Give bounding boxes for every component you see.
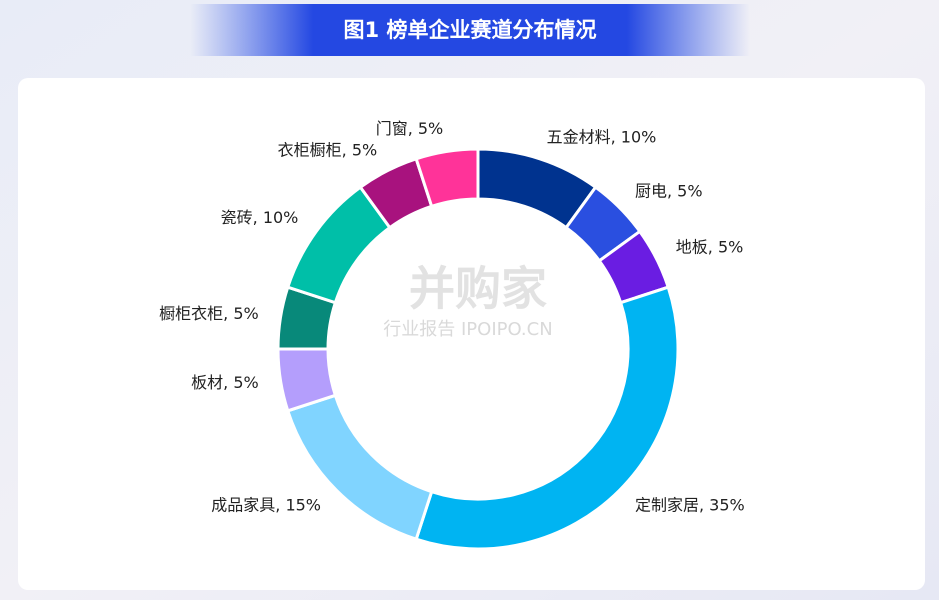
chart-title: 图1 榜单企业赛道分布情况 [344,18,597,42]
card [18,78,925,590]
data-label: 衣柜橱柜, 5% [278,141,378,160]
data-label: 成品家具, 15% [211,495,321,514]
data-label: 地板, 5% [676,238,744,257]
data-label: 板材, 5% [191,373,259,392]
data-label: 橱柜衣柜, 5% [159,304,259,323]
data-label: 门窗, 5% [376,119,444,138]
data-label: 瓷砖, 10% [221,208,299,227]
data-label: 厨电, 5% [635,182,703,201]
watermark-tagline: 行业报告 IPOIPO.CN [383,319,552,340]
plot: 五金材料, 10% 厨电, 5% 地板, 5% 定制家居, 35% 成品家具, 15% 板… [159,119,745,551]
data-label: 五金材料, 10% [547,127,657,146]
donut-segment [414,147,480,209]
title-banner [190,4,750,56]
donut-segment [414,285,680,551]
data-label: 定制家居, 35% [635,495,745,514]
watermark-brand: 并购家 [409,262,547,316]
